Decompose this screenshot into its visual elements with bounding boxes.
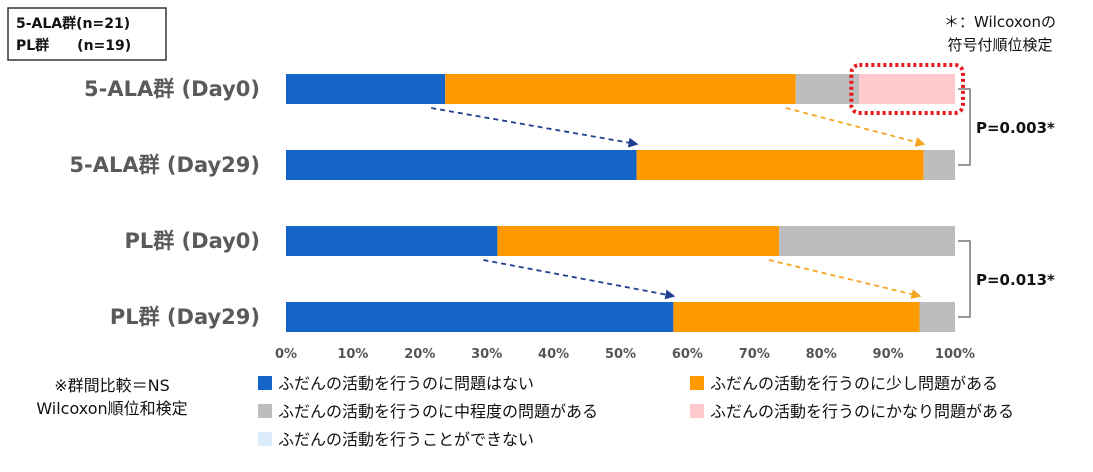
p-value-brackets: P=0.003* P=0.013* <box>958 88 1055 318</box>
x-axis-ticks: 0% 10% 20% 30% 40% 50% 60% 70% 80% 90% 100% <box>275 347 975 362</box>
legend-label: ふだんの活動を行うのに中程度の問題がある <box>278 402 598 421</box>
x-tick-label: 40% <box>538 347 569 362</box>
bar-segment <box>795 74 860 104</box>
orange-change-arrow <box>768 259 922 300</box>
legend-label: ふだんの活動を行うことができない <box>278 430 534 449</box>
group-note-line2: Wilcoxon順位和検定 <box>36 399 187 418</box>
bar-segment <box>673 302 920 332</box>
x-tick-label: 70% <box>739 347 770 362</box>
change-arrows <box>431 107 926 300</box>
bar-segment <box>919 302 955 332</box>
x-tick-label: 10% <box>337 347 368 362</box>
bar-segment <box>286 74 446 104</box>
x-tick-label: 0% <box>275 347 297 362</box>
category-label: 5-ALA群 (Day29) <box>69 153 260 177</box>
group-note-line1: ※群間比較＝NS <box>54 376 170 395</box>
x-tick-label: 50% <box>605 347 636 362</box>
p-value-label: P=0.013* <box>976 271 1055 289</box>
x-tick-label: 20% <box>404 347 435 362</box>
test-note-line1: ＊：Wilcoxonの <box>944 13 1056 31</box>
category-label: PL群 (Day0) <box>124 229 260 253</box>
legend-swatch <box>690 376 704 390</box>
sample-size-box: 5-ALA群(n=21) PL群 (n=19) <box>7 7 167 61</box>
bars <box>286 74 955 332</box>
legend-label: ふだんの活動を行うのにかなり問題がある <box>710 402 1014 421</box>
legend: ふだんの活動を行うのに問題はない ふだんの活動を行うのに少し問題があるふだんの活動… <box>258 374 1014 449</box>
x-tick-label: 90% <box>873 347 904 362</box>
blue-change-arrow <box>431 107 639 148</box>
legend-label: ふだんの活動を行うのに問題はない <box>278 374 534 393</box>
bar-segment <box>859 74 955 104</box>
category-label: PL群 (Day29) <box>110 305 260 329</box>
p-value-label: P=0.003* <box>976 119 1055 137</box>
bar-segment <box>286 150 637 180</box>
bar-segment <box>636 150 924 180</box>
x-tick-label: 100% <box>935 347 975 362</box>
x-tick-label: 30% <box>471 347 502 362</box>
legend-label: ふだんの活動を行うのに少し問題がある <box>710 374 998 393</box>
category-label: 5-ALA群 (Day0) <box>84 77 260 101</box>
bar-segment <box>497 226 780 256</box>
legend-swatch <box>690 404 704 418</box>
bar-segment <box>286 226 498 256</box>
orange-change-arrow <box>785 107 926 147</box>
bar-segment <box>779 226 955 256</box>
category-labels: 5-ALA群 (Day0) 5-ALA群 (Day29) PL群 (Day0) PL群… <box>69 77 260 329</box>
p-value-bracket <box>958 88 971 166</box>
x-tick-label: 60% <box>672 347 703 362</box>
legend-swatch <box>258 404 272 418</box>
legend-swatch <box>258 376 272 390</box>
sample-size-pl: PL群 (n=19) <box>16 37 131 54</box>
bar-segment <box>286 302 674 332</box>
bar-segment <box>445 74 796 104</box>
sample-size-5ala: 5-ALA群(n=21) <box>16 15 130 32</box>
p-value-bracket <box>958 240 971 318</box>
test-note-line2: 符号付順位検定 <box>947 36 1052 54</box>
highlight-box <box>849 63 966 115</box>
legend-swatch <box>258 432 272 446</box>
x-tick-label: 80% <box>806 347 837 362</box>
bar-segment <box>923 150 955 180</box>
blue-change-arrow <box>483 259 676 300</box>
